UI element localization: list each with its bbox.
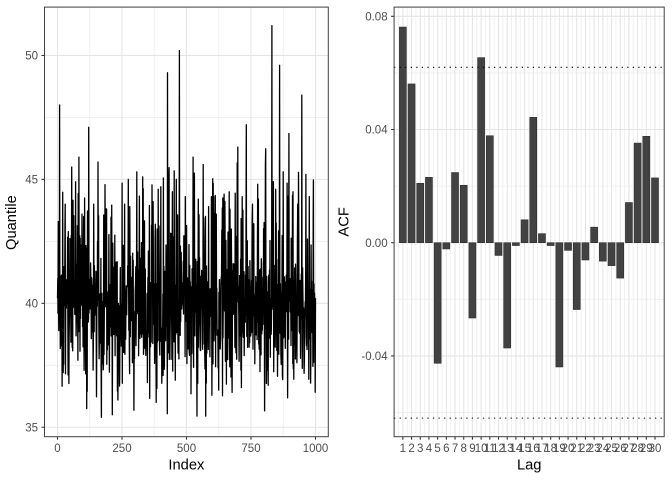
svg-text:10: 10 [475, 443, 488, 455]
svg-text:25: 25 [605, 443, 618, 455]
svg-text:13: 13 [501, 443, 514, 455]
svg-text:0.08: 0.08 [365, 11, 387, 23]
svg-text:24: 24 [596, 443, 609, 455]
svg-text:Lag: Lag [517, 458, 542, 474]
svg-text:4: 4 [426, 443, 433, 455]
svg-text:29: 29 [640, 443, 653, 455]
svg-text:35: 35 [25, 422, 38, 434]
svg-text:0.04: 0.04 [365, 125, 388, 137]
svg-text:500: 500 [177, 443, 196, 455]
svg-text:0: 0 [54, 443, 60, 455]
svg-text:250: 250 [112, 443, 131, 455]
svg-text:-0.04: -0.04 [361, 351, 388, 363]
svg-text:40: 40 [25, 298, 38, 310]
svg-text:2: 2 [408, 443, 414, 455]
svg-text:1000: 1000 [303, 443, 329, 455]
svg-text:23: 23 [588, 443, 601, 455]
svg-text:7: 7 [452, 443, 458, 455]
svg-text:14: 14 [509, 443, 522, 455]
svg-text:19: 19 [553, 443, 566, 455]
svg-text:1: 1 [400, 443, 406, 455]
svg-text:50: 50 [25, 51, 38, 63]
svg-text:15: 15 [518, 443, 531, 455]
svg-text:18: 18 [544, 443, 557, 455]
svg-text:3: 3 [417, 443, 423, 455]
svg-text:5: 5 [434, 443, 440, 455]
svg-text:45: 45 [25, 174, 38, 186]
svg-text:20: 20 [562, 443, 575, 455]
svg-text:16: 16 [527, 443, 540, 455]
svg-text:Quantile: Quantile [4, 195, 20, 250]
svg-text:ACF: ACF [337, 207, 353, 236]
svg-text:22: 22 [579, 443, 592, 455]
svg-text:21: 21 [570, 443, 583, 455]
svg-text:11: 11 [484, 443, 496, 455]
svg-text:28: 28 [631, 443, 644, 455]
svg-text:12: 12 [492, 443, 505, 455]
svg-text:0.00: 0.00 [365, 238, 387, 250]
svg-text:Index: Index [168, 458, 205, 474]
svg-text:27: 27 [623, 443, 636, 455]
svg-text:17: 17 [536, 443, 549, 455]
svg-text:8: 8 [461, 443, 467, 455]
svg-text:9: 9 [469, 443, 475, 455]
svg-text:30: 30 [649, 443, 662, 455]
svg-text:26: 26 [614, 443, 627, 455]
svg-text:6: 6 [443, 443, 449, 455]
svg-text:750: 750 [241, 443, 260, 455]
